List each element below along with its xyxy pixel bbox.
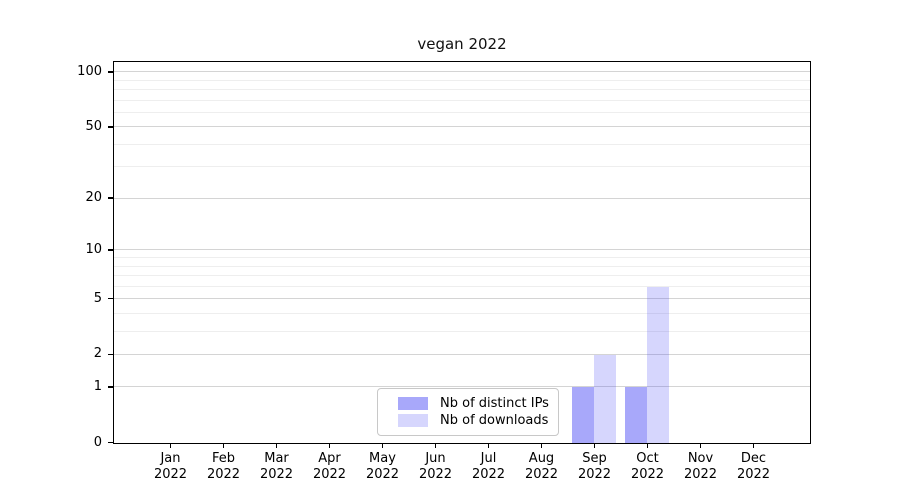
x-tick-label: Oct 2022 <box>619 451 677 483</box>
gridline-minor <box>114 166 810 168</box>
gridline-major <box>114 71 810 73</box>
x-label-year: 2022 <box>630 467 665 482</box>
y-tick <box>108 126 113 128</box>
x-label-month: Mar <box>264 451 289 466</box>
y-tick <box>108 297 113 300</box>
x-tick <box>699 444 702 448</box>
x-tick-label: Jan 2022 <box>142 451 200 483</box>
x-label-year: 2022 <box>312 467 347 482</box>
y-tick-label: 1 <box>93 378 102 394</box>
y-tick <box>108 441 113 444</box>
y-tick-label: 5 <box>93 290 102 306</box>
x-label-year: 2022 <box>577 467 612 482</box>
gridline-minor <box>114 330 810 332</box>
x-label-month: Jan <box>160 451 181 466</box>
y-tick <box>108 353 113 356</box>
x-label-month: Jul <box>480 451 497 466</box>
x-tick <box>593 444 596 448</box>
x-label-month: Aug <box>528 451 555 466</box>
gridline-minor <box>114 79 810 81</box>
gridline-major <box>114 126 810 128</box>
x-label-month: Sep <box>582 451 607 466</box>
x-tick-label: Jul 2022 <box>460 451 518 483</box>
x-label-year: 2022 <box>418 467 453 482</box>
x-tick <box>222 444 225 448</box>
x-tick-label: Dec 2022 <box>725 451 783 483</box>
x-label-year: 2022 <box>206 467 241 482</box>
x-tick-label: Feb 2022 <box>195 451 253 483</box>
x-label-month: Dec <box>740 451 767 466</box>
y-tick-label: 10 <box>85 241 102 257</box>
x-tick-label: Jun 2022 <box>407 451 465 483</box>
gridline-minor <box>114 143 810 145</box>
x-tick <box>752 444 755 448</box>
legend-label: Nb of downloads <box>440 413 549 428</box>
x-tick <box>381 444 384 448</box>
x-label-year: 2022 <box>259 467 294 482</box>
gridline-minor <box>114 89 810 91</box>
x-tick-label: Sep 2022 <box>566 451 624 483</box>
gridline-major <box>114 386 810 388</box>
x-label-year: 2022 <box>736 467 771 482</box>
x-tick-label: Aug 2022 <box>513 451 571 483</box>
y-tick-label: 100 <box>77 63 102 79</box>
legend-item: Nb of downloads <box>398 412 549 429</box>
legend-swatch <box>398 397 428 410</box>
y-tick <box>108 386 113 388</box>
gridline-minor <box>114 265 810 267</box>
y-tick <box>108 197 113 199</box>
x-label-month: May <box>369 451 396 466</box>
y-tick-label: 20 <box>85 190 102 206</box>
bar-downloads <box>594 354 616 443</box>
y-tick-label: 2 <box>93 346 102 362</box>
x-tick <box>275 444 278 448</box>
x-tick-label: May 2022 <box>354 451 412 483</box>
bar-distinct-ips <box>572 387 594 443</box>
x-label-year: 2022 <box>683 467 718 482</box>
gridline-minor <box>114 111 810 113</box>
x-label-month: Feb <box>211 451 236 466</box>
x-label-year: 2022 <box>524 467 559 482</box>
x-tick <box>169 444 172 448</box>
gridline-major <box>114 353 810 355</box>
x-label-month: Nov <box>687 451 714 466</box>
plot-area: Nb of distinct IPs Nb of downloads <box>113 61 811 444</box>
gridline-major <box>114 197 810 199</box>
gridline-minor <box>114 312 810 314</box>
x-tick <box>540 444 543 448</box>
bar-downloads <box>647 286 669 443</box>
gridline-minor <box>114 285 810 287</box>
y-tick-label: 0 <box>93 434 102 450</box>
legend: Nb of distinct IPs Nb of downloads <box>377 388 559 436</box>
x-tick <box>434 444 437 448</box>
gridline-minor <box>114 257 810 259</box>
chart-title: vegan 2022 <box>417 35 507 53</box>
x-label-month: Oct <box>636 451 659 466</box>
x-label-year: 2022 <box>471 467 506 482</box>
gridline-minor <box>114 99 810 101</box>
y-tick <box>108 71 113 73</box>
x-label-month: Jun <box>425 451 446 466</box>
y-tick-label: 50 <box>85 118 102 134</box>
gridline-major <box>114 249 810 251</box>
bar-distinct-ips <box>625 387 647 443</box>
legend-label: Nb of distinct IPs <box>440 396 549 411</box>
x-tick-label: Nov 2022 <box>672 451 730 483</box>
x-label-year: 2022 <box>365 467 400 482</box>
x-label-month: Apr <box>318 451 341 466</box>
legend-item: Nb of distinct IPs <box>398 395 549 412</box>
x-tick <box>646 444 649 448</box>
x-label-year: 2022 <box>153 467 188 482</box>
x-tick-label: Mar 2022 <box>248 451 306 483</box>
x-tick <box>487 444 490 448</box>
y-tick <box>108 249 113 251</box>
gridline-major <box>114 298 810 300</box>
gridline-minor <box>114 275 810 277</box>
x-tick-label: Apr 2022 <box>301 451 359 483</box>
legend-swatch <box>398 414 428 427</box>
x-tick <box>328 444 331 448</box>
